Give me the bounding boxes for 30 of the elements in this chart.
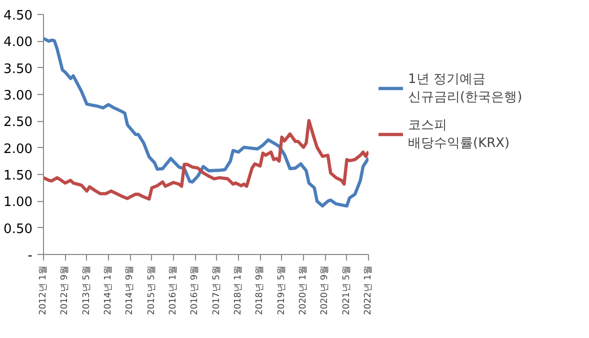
x-tick-label: 2016년 9월 (190, 265, 200, 315)
y-tick-label: - (28, 248, 33, 264)
x-tick-label: 2022년 1월 (364, 265, 374, 315)
x-tick-label: 2019년 5월 (276, 265, 287, 315)
x-tick-label: 2012년 1월 (38, 265, 48, 315)
x-tick-label: 2020년 1월 (298, 265, 308, 315)
y-tick-label: 4.00 (4, 35, 33, 50)
line-series (44, 36, 368, 208)
x-tick-label: 2015년 5월 (146, 265, 157, 315)
legend-label: 1년 정기예금 신규금리(한국은행) (408, 70, 522, 106)
x-tick-label: 2012년 9월 (60, 265, 70, 315)
y-tick-label: 0.50 (4, 222, 33, 237)
x-tick-label: 2013년 5월 (82, 265, 92, 315)
y-tick-label: 2.00 (4, 142, 33, 157)
x-tick-label: 2018년 1월 (234, 265, 244, 315)
x-tick-label: 2020년 9월 (320, 265, 330, 315)
y-tick-label: 3.50 (4, 62, 33, 77)
x-tick-label: 2017년 5월 (212, 265, 222, 315)
line-series (44, 119, 368, 201)
y-tick-label: 1.50 (4, 168, 33, 184)
x-tick-label: 2021년 5월 (342, 265, 352, 315)
legend-label: 코스피 배당수익률(KRX) (408, 116, 510, 152)
y-tick-label: 2.50 (4, 115, 33, 130)
y-tick-label: 1.00 (4, 195, 33, 210)
y-tick-label: 3.00 (4, 88, 33, 104)
y-tick-label: 4.50 (4, 8, 33, 24)
x-tick-label: 2014년 9월 (125, 265, 136, 315)
x-tick-label: 2016년 1월 (168, 265, 178, 315)
x-tick-label: 2014년 1월 (104, 265, 114, 315)
x-tick-label: 2018년 9월 (255, 265, 266, 315)
